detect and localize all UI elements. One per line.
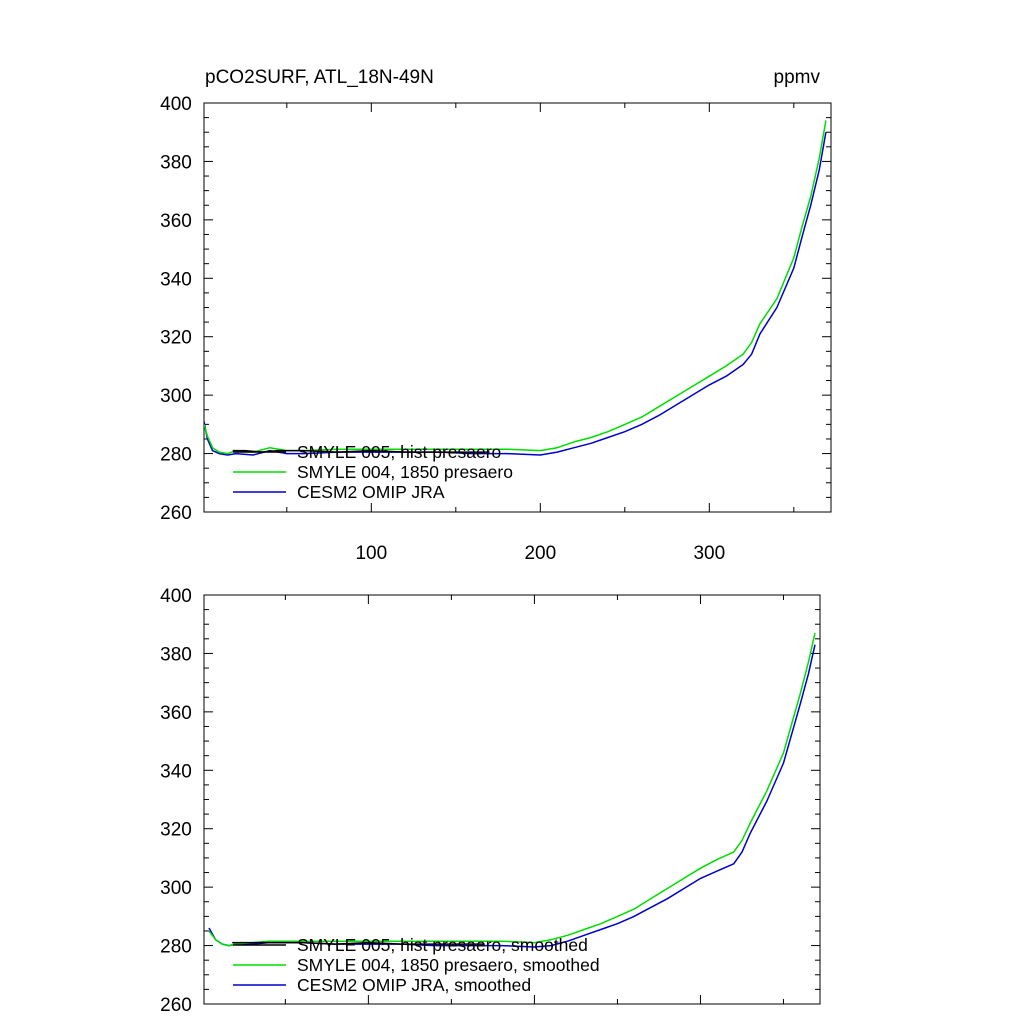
legend-label: SMYLE 004, 1850 presaero, smoothed <box>297 955 600 975</box>
legend-label: SMYLE 005, hist presaero <box>297 442 501 462</box>
series-line-omip <box>208 644 816 948</box>
series-line-smyle004 <box>204 120 827 455</box>
series-line-smyle005 <box>232 941 485 945</box>
x-tick-label: 100 <box>355 543 387 564</box>
y-tick-label: 360 <box>160 211 192 232</box>
legend-label: SMYLE 005, hist presaero, smoothed <box>297 935 588 955</box>
chart-title: pCO2SURF, ATL_18N-49N <box>205 67 434 88</box>
y-tick-label: 380 <box>160 152 192 173</box>
y-tick-label: 340 <box>160 269 192 290</box>
series-line-omip <box>204 132 827 456</box>
legend-label: SMYLE 004, 1850 presaero <box>297 462 513 482</box>
y-tick-label: 280 <box>160 937 192 958</box>
panel-bottom: 260 280 300 320 340 360 380 400 SMYLE 005, hist … <box>160 586 821 1016</box>
y-tick-label: 300 <box>160 878 192 899</box>
y-tick-label: 260 <box>160 503 192 524</box>
x-tick-label: 300 <box>693 543 725 564</box>
legend-label: CESM2 OMIP JRA <box>297 482 445 502</box>
y-tick-label: 320 <box>160 328 192 349</box>
panel-top: pCO2SURF, ATL_18N-49N ppmv 260 280 300 320 3… <box>160 67 832 564</box>
y-tick-label: 280 <box>160 445 192 466</box>
units-label: ppmv <box>774 67 821 88</box>
y-tick-label: 340 <box>160 761 192 782</box>
y-tick-label: 300 <box>160 386 192 407</box>
y-tick-label: 400 <box>160 94 192 115</box>
y-tick-label: 320 <box>160 820 192 841</box>
y-tick-label: 260 <box>160 995 192 1016</box>
legend-label: CESM2 OMIP JRA, smoothed <box>297 975 531 995</box>
x-tick-label: 200 <box>524 543 556 564</box>
y-tick-label: 400 <box>160 586 192 607</box>
series-line-smyle004 <box>208 632 816 947</box>
y-tick-label: 360 <box>160 703 192 724</box>
y-tick-label: 380 <box>160 644 192 665</box>
